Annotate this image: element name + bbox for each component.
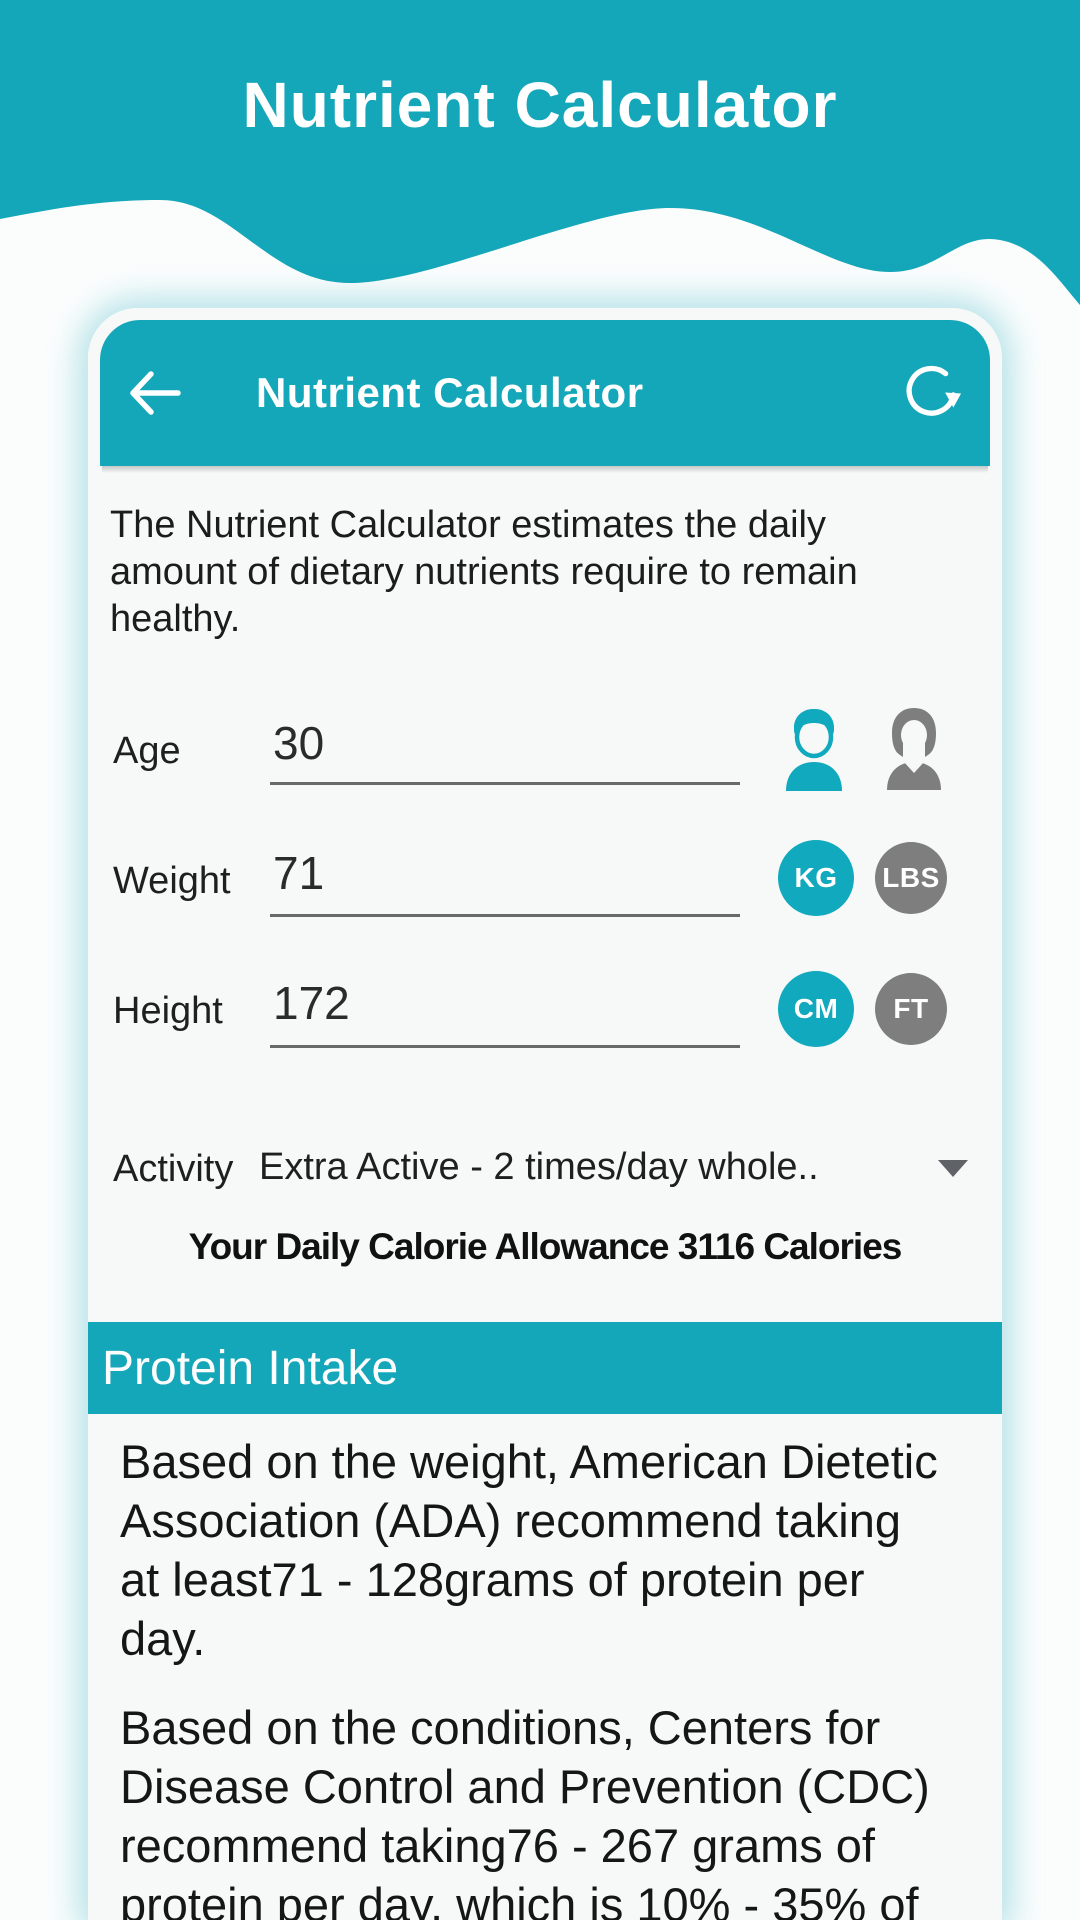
activity-dropdown[interactable]: Extra Active - 2 times/day whole..	[259, 1146, 819, 1188]
protein-paragraph-cdc: Based on the conditions, Centers for Dis…	[120, 1701, 930, 1920]
unit-lbs-button[interactable]: LBS	[875, 842, 947, 914]
hero-header: Nutrient Calculator	[0, 0, 1080, 340]
age-input[interactable]: 30	[273, 717, 325, 769]
appbar: Nutrient Calculator	[100, 320, 990, 473]
calorie-allowance-text: Your Daily Calorie Allowance 3116 Calori…	[188, 1226, 903, 1267]
female-avatar-icon[interactable]	[885, 706, 947, 792]
activity-label: Activity	[113, 1148, 234, 1190]
height-input[interactable]: 172	[273, 977, 350, 1029]
unit-ft-button[interactable]: FT	[875, 973, 947, 1045]
unit-cm-button[interactable]: CM	[778, 971, 854, 1047]
male-avatar-icon[interactable]	[783, 706, 845, 792]
protein-section-title: Protein Intake	[102, 1341, 399, 1395]
appbar-title: Nutrient Calculator	[256, 369, 644, 416]
dropdown-arrow-icon[interactable]	[938, 1160, 968, 1177]
weight-input-underline	[270, 914, 740, 917]
intro-text: The Nutrient Calculator estimates the da…	[110, 504, 858, 640]
refresh-icon[interactable]	[902, 362, 964, 424]
card-body: The Nutrient Calculator estimates the da…	[88, 308, 1002, 1920]
protein-section-header: Protein Intake	[88, 1322, 1002, 1414]
age-input-underline	[270, 782, 740, 785]
age-label: Age	[113, 730, 181, 772]
page-title: Nutrient Calculator	[242, 69, 838, 141]
weight-input[interactable]: 71	[273, 847, 325, 899]
weight-label: Weight	[113, 860, 231, 902]
height-input-underline	[270, 1045, 740, 1048]
unit-kg-button[interactable]: KG	[778, 840, 854, 916]
hero-wave-shape	[0, 0, 1080, 305]
calculator-card: The Nutrient Calculator estimates the da…	[88, 308, 1002, 1920]
height-label: Height	[113, 990, 223, 1032]
back-arrow-icon[interactable]	[126, 369, 184, 417]
protein-paragraph-ada: Based on the weight, American Dietetic A…	[120, 1435, 938, 1665]
